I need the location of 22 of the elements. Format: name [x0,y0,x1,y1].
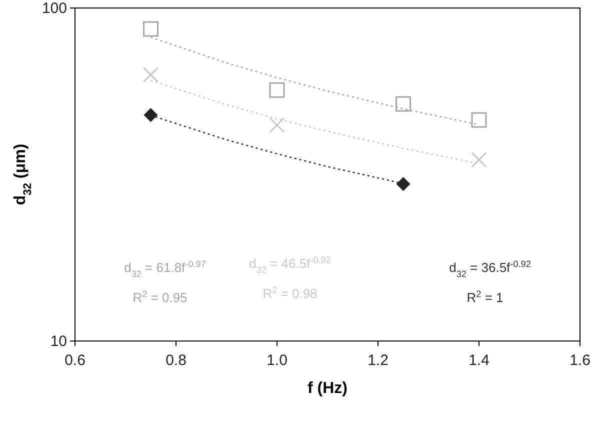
annotation: R$^{2}$ = 0.95 [132,289,188,305]
y-tick-label: 10 [50,333,67,350]
x-tick-label: 1.6 [570,352,590,369]
annotation: d$_{32}$ = 36.5f$^{-0.92}$ [449,259,531,279]
point [269,82,285,98]
point [143,67,158,83]
x-tick-label: 0.6 [64,352,86,369]
point [143,21,158,37]
x-tick-label: 1.4 [468,352,490,369]
annotation: d$_{32}$ = 61.8f$^{-0.97}$ [124,259,206,279]
point [396,96,411,112]
point [144,108,158,122]
y-tick-label: 100 [42,0,67,17]
x-tick-label: 1.2 [368,352,388,369]
point [471,112,487,128]
point [396,177,410,192]
point [471,152,487,168]
x-tick-label: 1.0 [266,352,288,369]
x-tick-label: 0.8 [166,352,186,369]
x-axis-title: f (Hz) [308,380,348,397]
annotation: R$^{2}$ = 1 [466,289,504,305]
point [269,117,285,133]
